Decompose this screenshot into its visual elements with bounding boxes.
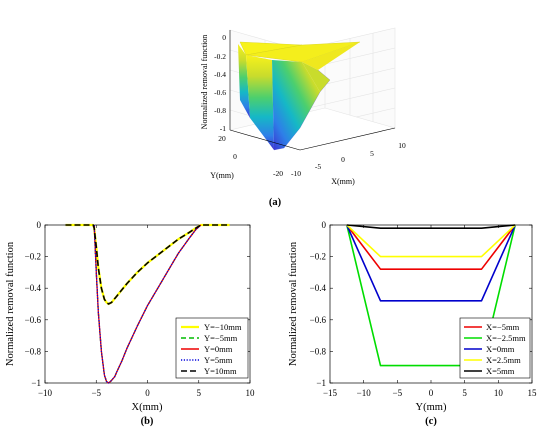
legend-label: X=5mm [486, 366, 515, 376]
y-axis-label-b: Normalized removal function [5, 241, 16, 366]
y-tick-label: −0.4 [25, 283, 42, 293]
y-axis-label-3d: Y(mm) [210, 171, 234, 180]
panel-label-a: (a) [269, 197, 282, 208]
x-tick-label: −5 [393, 388, 403, 398]
y-tick-labels-b: 0 −0.2 −0.4 −0.6 −0.8 −1 [25, 220, 42, 388]
legend-label: Y=−10mm [204, 322, 242, 332]
panel-label-c: (c) [425, 416, 437, 427]
z-tick-label: -0.2 [214, 52, 226, 61]
y-tick-label: −0.2 [310, 252, 326, 262]
y-tick-labels: 20 0 -20 [218, 134, 283, 178]
series-line [65, 224, 230, 305]
z-axis-label: Normalized removal function [200, 35, 209, 130]
legend-box-c [459, 317, 531, 379]
series-line [93, 224, 202, 384]
x-tick-label: 10 [246, 388, 256, 398]
x-tick-label: -10 [291, 169, 301, 178]
x-tick-label: 0 [429, 388, 434, 398]
x-tick-labels: -10 -5 0 5 10 [291, 141, 406, 178]
x-axis-label-c: Y(mm) [416, 402, 447, 413]
x-tick-labels-c: −15 −10 −5 0 5 10 15 [323, 388, 537, 398]
x-tick-label: −10 [38, 388, 53, 398]
y-tick-label: −1 [316, 378, 326, 388]
legend-b: Y=−10mm Y=−5mm Y=0mm Y=5mm Y=10mm [175, 317, 249, 379]
x-axis-label-3d: X(mm) [331, 177, 355, 186]
y-tick-label: −0.8 [310, 346, 327, 356]
x-tick-label: 15 [528, 388, 538, 398]
z-tick-label: -1 [220, 124, 226, 133]
y-tick-label: −0.6 [310, 315, 327, 325]
y-axis-label-c: Normalized removal function [288, 241, 299, 366]
legend-swatches-b [181, 325, 199, 372]
z-tick-label: -0.4 [214, 70, 226, 79]
legend-labels-b: Y=−10mm Y=−5mm Y=0mm Y=5mm Y=10mm [204, 322, 242, 376]
legend-label: X=−5mm [486, 322, 520, 332]
legend-label: Y=0mm [204, 344, 233, 354]
legend-label: X=−2.5mm [486, 333, 526, 343]
y-tick-label: −1 [31, 378, 41, 388]
x-tick-label: -5 [315, 162, 321, 171]
legend-label: X=2.5mm [486, 355, 521, 365]
y-tick-label: -20 [273, 169, 283, 178]
x-tick-labels-b: −10 −5 0 5 10 [38, 388, 255, 398]
removal-surface [238, 41, 361, 151]
y-tick-label: 20 [218, 134, 226, 143]
surface-plot-a: 0 -0.2 -0.4 -0.6 -0.8 -1 Normalized remo… [200, 27, 406, 208]
x-tick-label: −5 [91, 388, 101, 398]
x-tick-label: 10 [494, 388, 504, 398]
series-line [346, 224, 516, 271]
series-lines-c [346, 224, 516, 367]
legend-label: Y=−5mm [204, 333, 238, 343]
y-tick-label: −0.6 [25, 315, 42, 325]
x-tick-label: 10 [398, 141, 406, 150]
line-chart-b: −10 −5 0 5 10 0 −0.2 −0.4 −0.6 −0.8 −1 X… [5, 220, 255, 427]
y-tick-label: 0 [37, 220, 42, 230]
legend-label: Y=10mm [204, 366, 237, 376]
x-tick-label: 5 [462, 388, 467, 398]
legend-labels-c: X=−5mm X=−2.5mm X=0mm X=2.5mm X=5mm [486, 322, 526, 376]
series-line [346, 224, 516, 367]
y-tick-label: −0.8 [25, 346, 42, 356]
y-tick-label: 0 [322, 220, 327, 230]
series-lines-b [65, 223, 230, 384]
legend-label: Y=5mm [204, 355, 233, 365]
x-tick-label: 0 [341, 155, 345, 164]
y-tick-labels-c: 0 −0.2 −0.4 −0.6 −0.8 −1 [310, 220, 327, 388]
axis-ticks-b [44, 224, 251, 384]
x-tick-label: 5 [370, 149, 374, 158]
legend-c: X=−5mm X=−2.5mm X=0mm X=2.5mm X=5mm [459, 317, 531, 379]
series-line [346, 224, 516, 258]
legend-label: X=0mm [486, 344, 515, 354]
z-tick-label: -0.8 [214, 106, 226, 115]
y-tick-label: −0.4 [310, 283, 327, 293]
x-tick-label: 0 [145, 388, 150, 398]
x-tick-label: 5 [197, 388, 202, 398]
z-tick-label: 0 [222, 33, 226, 42]
x-tick-label: −10 [357, 388, 372, 398]
x-tick-label: −15 [323, 388, 338, 398]
x-axis-label-b: X(mm) [132, 402, 163, 413]
y-tick-label: −0.2 [25, 252, 41, 262]
series-line [346, 224, 516, 229]
y-tick-label: 0 [233, 152, 237, 161]
z-tick-labels: 0 -0.2 -0.4 -0.6 -0.8 -1 [214, 33, 226, 133]
panel-label-b: (b) [141, 416, 154, 427]
legend-swatches-c [464, 326, 482, 372]
line-chart-c: −15 −10 −5 0 5 10 15 0 −0.2 −0.4 −0.6 −0… [288, 220, 537, 427]
series-line [346, 224, 516, 302]
z-tick-label: -0.6 [214, 88, 226, 97]
